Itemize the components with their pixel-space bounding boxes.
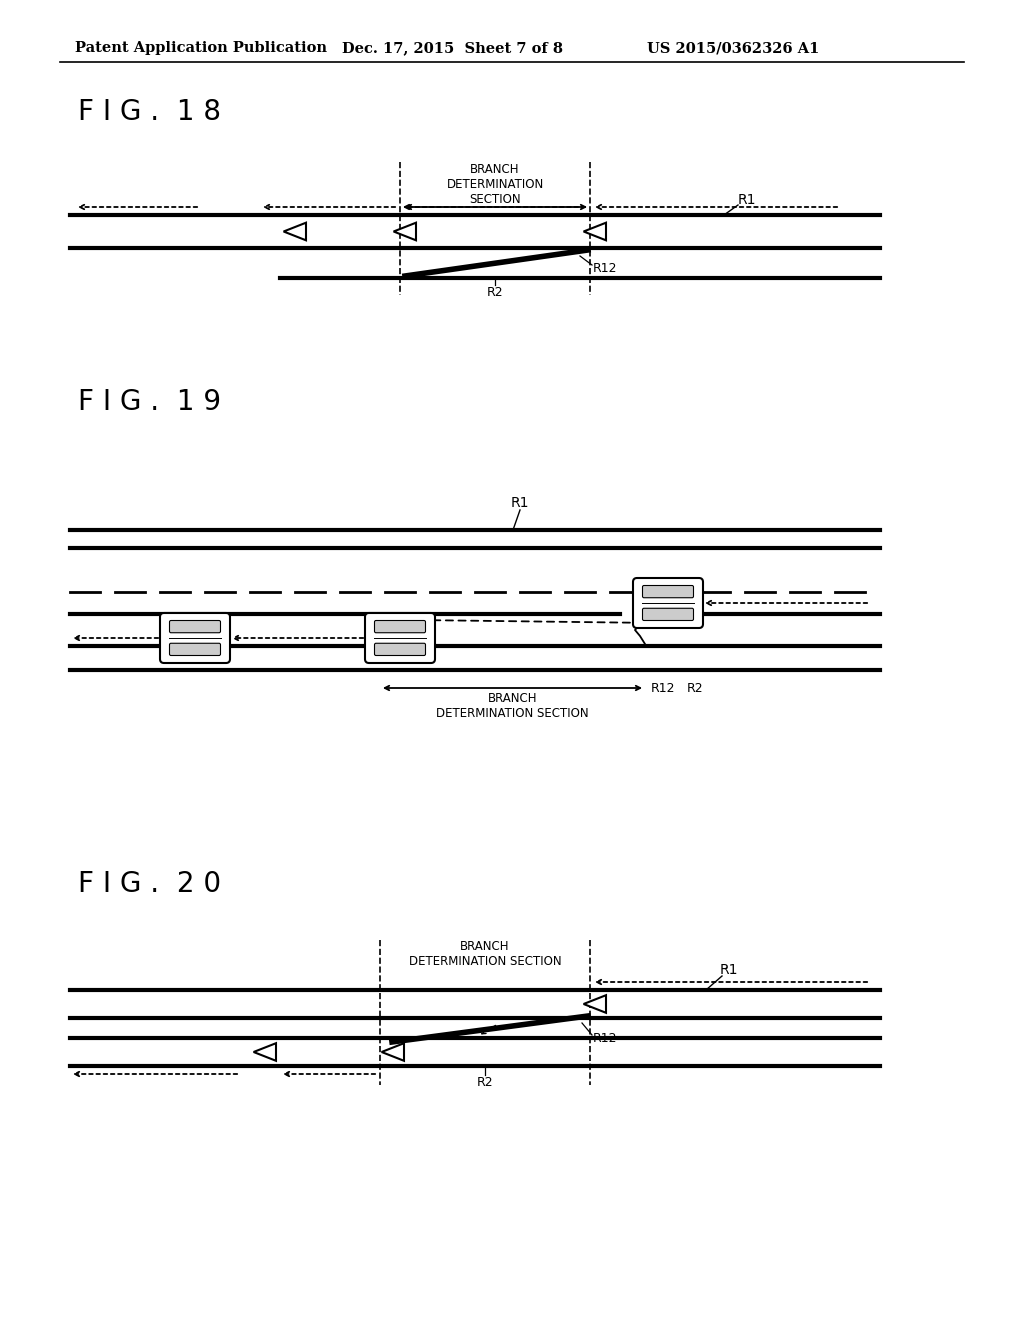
- FancyBboxPatch shape: [160, 612, 230, 663]
- Text: R1: R1: [720, 964, 738, 977]
- Polygon shape: [284, 223, 306, 240]
- Text: BRANCH
DETERMINATION SECTION: BRANCH DETERMINATION SECTION: [409, 940, 561, 968]
- Text: US 2015/0362326 A1: US 2015/0362326 A1: [647, 41, 819, 55]
- FancyBboxPatch shape: [642, 609, 693, 620]
- Text: R1: R1: [738, 193, 757, 207]
- FancyBboxPatch shape: [170, 643, 220, 656]
- Text: BRANCH
DETERMINATION SECTION: BRANCH DETERMINATION SECTION: [436, 692, 589, 719]
- FancyBboxPatch shape: [633, 578, 703, 628]
- Text: R2: R2: [687, 681, 703, 694]
- Text: R12: R12: [593, 261, 617, 275]
- Polygon shape: [254, 1043, 276, 1061]
- Text: F I G .  2 0: F I G . 2 0: [78, 870, 221, 898]
- Polygon shape: [382, 1043, 404, 1061]
- Polygon shape: [393, 223, 416, 240]
- FancyBboxPatch shape: [375, 643, 426, 656]
- Polygon shape: [584, 223, 606, 240]
- FancyBboxPatch shape: [375, 620, 426, 632]
- Text: Dec. 17, 2015  Sheet 7 of 8: Dec. 17, 2015 Sheet 7 of 8: [342, 41, 563, 55]
- Text: BRANCH
DETERMINATION
SECTION: BRANCH DETERMINATION SECTION: [446, 162, 544, 206]
- FancyBboxPatch shape: [642, 586, 693, 598]
- Text: R12: R12: [651, 681, 676, 694]
- Text: R12: R12: [593, 1032, 617, 1045]
- Text: R1: R1: [511, 496, 529, 510]
- Text: F I G .  1 8: F I G . 1 8: [78, 98, 221, 125]
- Text: R2: R2: [486, 286, 504, 300]
- Polygon shape: [584, 995, 606, 1012]
- Text: R2: R2: [477, 1076, 494, 1089]
- Text: Patent Application Publication: Patent Application Publication: [75, 41, 327, 55]
- Text: F I G .  1 9: F I G . 1 9: [78, 388, 221, 416]
- FancyBboxPatch shape: [365, 612, 435, 663]
- FancyBboxPatch shape: [170, 620, 220, 632]
